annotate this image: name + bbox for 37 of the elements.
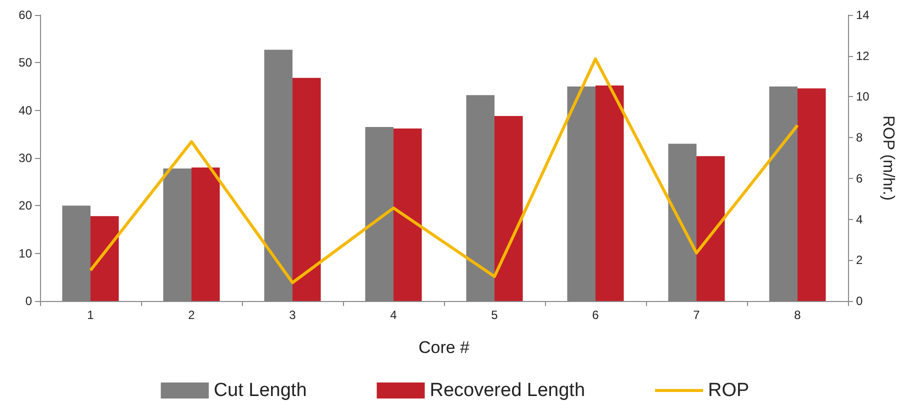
bar <box>696 156 725 301</box>
line-series <box>89 57 799 284</box>
x-tick-label: 6 <box>592 308 600 322</box>
legend-label: Cut Length <box>214 380 307 401</box>
x-axis-title: Core # <box>418 338 470 357</box>
y-tick-label: 20 <box>18 198 32 213</box>
y2-axis-title: ROP (m/hr.) <box>880 115 897 201</box>
y-tick-label: 30 <box>18 151 32 165</box>
bar <box>798 88 826 301</box>
y2-tick-label: 6 <box>856 171 863 186</box>
y-tick-label: 40 <box>18 103 32 118</box>
legend-label: Recovered Length <box>430 380 586 401</box>
y2-tick-label: 12 <box>856 48 870 63</box>
y-tick-label: 60 <box>18 8 32 22</box>
y-tick-label: 10 <box>18 246 32 260</box>
bar <box>90 216 119 301</box>
bar <box>494 116 523 301</box>
y2-tick-label: 14 <box>856 8 870 22</box>
y2-tick-label: 0 <box>856 294 863 308</box>
y2-tick-label: 2 <box>856 253 863 268</box>
y2-tick-label: 8 <box>856 130 863 145</box>
x-tick-label: 5 <box>491 308 498 322</box>
x-tick-label: 4 <box>390 308 398 322</box>
x-tick-label: 8 <box>794 308 802 322</box>
x-tick-label: 1 <box>87 308 94 322</box>
x-tick-label: 3 <box>289 308 296 322</box>
bar <box>292 78 321 301</box>
y-tick-label: 0 <box>25 294 32 308</box>
bar <box>394 128 422 301</box>
legend-label: ROP <box>708 380 750 401</box>
y-tick-label: 50 <box>18 56 32 70</box>
bar <box>192 168 220 301</box>
x-tick-label: 7 <box>693 308 700 322</box>
y2-tick-label: 4 <box>856 212 863 226</box>
bar <box>596 86 624 301</box>
y2-tick-label: 10 <box>856 90 870 104</box>
x-tick-label: 2 <box>188 308 196 322</box>
